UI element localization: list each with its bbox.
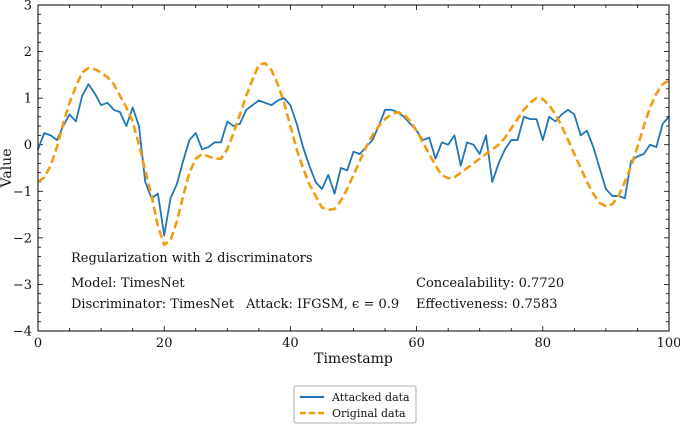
plot-frame [37, 4, 670, 332]
legend-label-attacked: Attacked data [331, 391, 410, 404]
annotation-model: Model: TimesNet [71, 276, 185, 291]
legend-frame [293, 385, 417, 424]
annotation-title: Regularization with 2 discriminators [71, 251, 313, 266]
annotation-attack: Attack: IFGSM, ϵ = 0.9 [245, 297, 399, 312]
x-tick-label: 100 [657, 336, 680, 351]
y-tick-label: −4 [13, 325, 32, 340]
x-tick-label: 20 [156, 336, 173, 351]
y-tick-label: −3 [13, 278, 32, 293]
x-tick-label: 40 [282, 336, 299, 351]
x-tick-label: 60 [408, 336, 425, 351]
y-tick-label: −2 [13, 231, 32, 246]
annotation-discriminator: Discriminator: TimesNet [71, 297, 235, 312]
annotation-concealability: Concealability: 0.7720 [416, 276, 564, 291]
x-axis-label: Timestamp [314, 351, 393, 367]
y-axis-ticks: −4 −3 −2 −1 0 1 2 3 [13, 0, 669, 340]
x-axis-ticks: 0 20 40 60 80 100 [34, 5, 680, 351]
y-axis-label: Value [0, 149, 15, 189]
y-tick-label: 1 [24, 92, 32, 107]
y-tick-label: −1 [13, 185, 32, 200]
annotation-effectiveness: Effectiveness: 0.7583 [416, 297, 558, 312]
x-tick-label: 0 [34, 336, 42, 351]
y-tick-label: 2 [24, 45, 32, 60]
y-tick-label: 0 [24, 138, 32, 153]
legend-label-original: Original data [332, 407, 406, 420]
series-line-attacked [37, 83, 670, 237]
series-line-original [37, 61, 670, 247]
x-tick-label: 80 [535, 336, 552, 351]
y-tick-label: 3 [24, 0, 32, 14]
series-layer [37, 61, 670, 247]
legend: Attacked data Original data [293, 385, 417, 424]
